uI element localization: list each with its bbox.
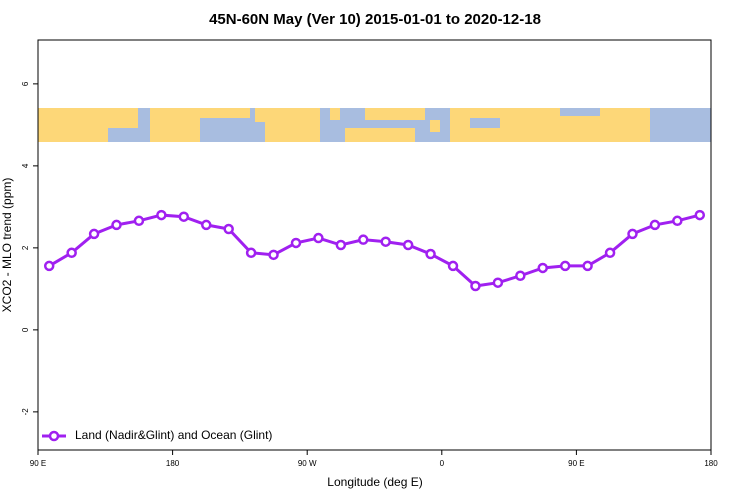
point bbox=[582, 260, 593, 272]
x-axis-label: Longitude (deg E) bbox=[327, 475, 422, 489]
point bbox=[335, 239, 347, 251]
point bbox=[537, 262, 548, 274]
plot-frame bbox=[37, 39, 712, 451]
point bbox=[559, 260, 571, 272]
y-axis-label: XCO2 - MLO trend (ppm) bbox=[0, 178, 14, 313]
x-tick-label: 90 W bbox=[298, 459, 317, 468]
point bbox=[649, 219, 661, 231]
point bbox=[694, 209, 706, 221]
point bbox=[43, 260, 55, 272]
point bbox=[627, 228, 638, 240]
point bbox=[290, 237, 302, 249]
x-tick-label: 90 E bbox=[568, 459, 584, 468]
point bbox=[201, 219, 212, 231]
y-tick-label: 4 bbox=[21, 163, 30, 168]
point bbox=[425, 248, 436, 260]
point bbox=[447, 260, 459, 272]
x-tick-label: 180 bbox=[166, 459, 180, 468]
point bbox=[358, 234, 369, 245]
chart-title: 45N-60N May (Ver 10) 2015-01-01 to 2020-… bbox=[209, 11, 541, 28]
point bbox=[133, 215, 145, 227]
y-tick-label: 2 bbox=[21, 245, 30, 250]
point bbox=[470, 280, 481, 292]
point bbox=[223, 223, 234, 235]
legend-label: Land (Nadir&Glint) and Ocean (Glint) bbox=[75, 428, 272, 442]
point bbox=[66, 247, 77, 259]
point bbox=[88, 228, 100, 240]
x-tick-label: 0 bbox=[440, 459, 445, 468]
point bbox=[111, 219, 122, 231]
point bbox=[672, 215, 683, 227]
map-band bbox=[38, 108, 711, 142]
y-tick-label: 6 bbox=[21, 81, 30, 86]
point bbox=[245, 247, 257, 259]
point bbox=[178, 211, 190, 222]
series-line bbox=[48, 213, 701, 288]
legend-marker bbox=[48, 430, 60, 442]
y-tick-label: 0 bbox=[21, 327, 30, 332]
point bbox=[156, 209, 167, 221]
y-tick-label: -2 bbox=[21, 408, 30, 416]
point bbox=[268, 249, 279, 261]
point bbox=[313, 232, 324, 244]
point bbox=[492, 277, 504, 288]
point bbox=[402, 239, 414, 251]
point bbox=[515, 270, 526, 281]
x-tick-label: 180 bbox=[704, 459, 718, 468]
x-tick-label: 90 E bbox=[30, 459, 46, 468]
point bbox=[604, 247, 616, 259]
point bbox=[380, 236, 391, 247]
